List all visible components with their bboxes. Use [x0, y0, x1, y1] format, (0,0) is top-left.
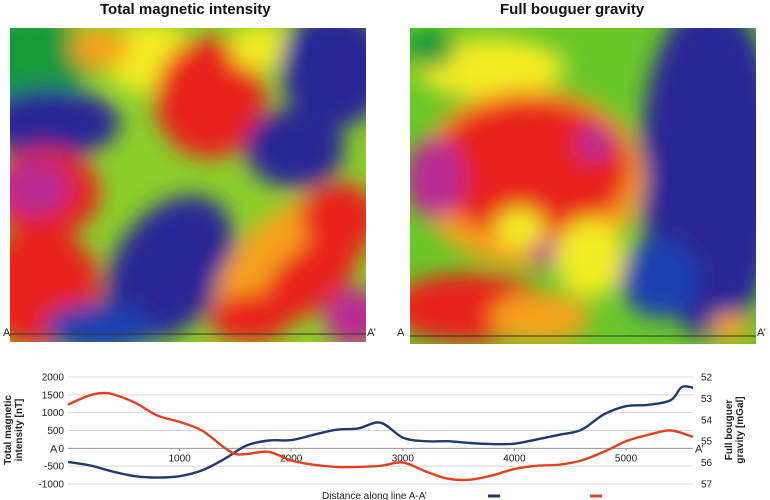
gravity-series-line [67, 391, 694, 482]
x-tick-label: 3000 [392, 453, 415, 464]
axis-label-line: Total magnetic [3, 395, 14, 465]
y-right-tick-label: 57 [701, 480, 713, 491]
y-left-tick-label: 0 [58, 444, 64, 455]
y-right-tick-label: 52 [701, 373, 713, 384]
axis-label-line: gravity [mGal] [735, 396, 746, 463]
marker-start: A [50, 443, 58, 455]
x-tick-label: 4000 [503, 453, 526, 464]
y-axis-label-left: Total magneticintensity [nT] [3, 395, 25, 465]
magnetic-profile-start: A [3, 327, 11, 339]
chart-axes: 2000150010005000-500-1000525354555657100… [38, 373, 712, 491]
y-left-tick-label: 500 [47, 426, 64, 437]
magnetic-intensity-map [10, 28, 366, 342]
y-left-tick-label: -500 [44, 462, 64, 473]
y-left-tick-label: 1500 [42, 390, 65, 401]
chart-legend: Distance along line A-A’ [322, 491, 602, 500]
gravity-profile-start: A [397, 327, 405, 339]
magnetic-map-title: Total magnetic intensity [100, 1, 271, 18]
chart-grid [68, 376, 693, 485]
y-left-tick-label: 2000 [42, 373, 65, 384]
y-right-tick-label: 56 [701, 458, 713, 469]
chart-series [67, 385, 694, 482]
magnetic-profile-end: A’ [367, 327, 376, 339]
axis-label-line: intensity [nT] [14, 399, 25, 462]
y-right-tick-label: 55 [701, 437, 713, 448]
bouguer-gravity-map [410, 28, 756, 344]
legend-caption: Distance along line A-A’ [322, 491, 427, 500]
axis-label-line: Full bouguer [724, 400, 735, 461]
y-right-tick-label: 53 [701, 394, 713, 405]
x-tick-label: 2000 [280, 453, 303, 464]
y-right-tick-label: 54 [701, 415, 713, 426]
y-left-tick-label: -1000 [38, 480, 64, 491]
gravity-map-title: Full bouguer gravity [500, 1, 645, 18]
y-axis-label-right: Full bouguergravity [mGal] [724, 396, 746, 463]
profile-line-chart: 2000150010005000-500-1000525354555657100… [3, 373, 746, 500]
x-tick-label: 5000 [615, 453, 638, 464]
magnetic-series-line [67, 385, 694, 479]
y-left-tick-label: 1000 [42, 408, 65, 419]
marker-end: A’ [695, 443, 704, 455]
x-tick-label: 1000 [168, 453, 191, 464]
gravity-profile-end: A’ [757, 327, 766, 339]
